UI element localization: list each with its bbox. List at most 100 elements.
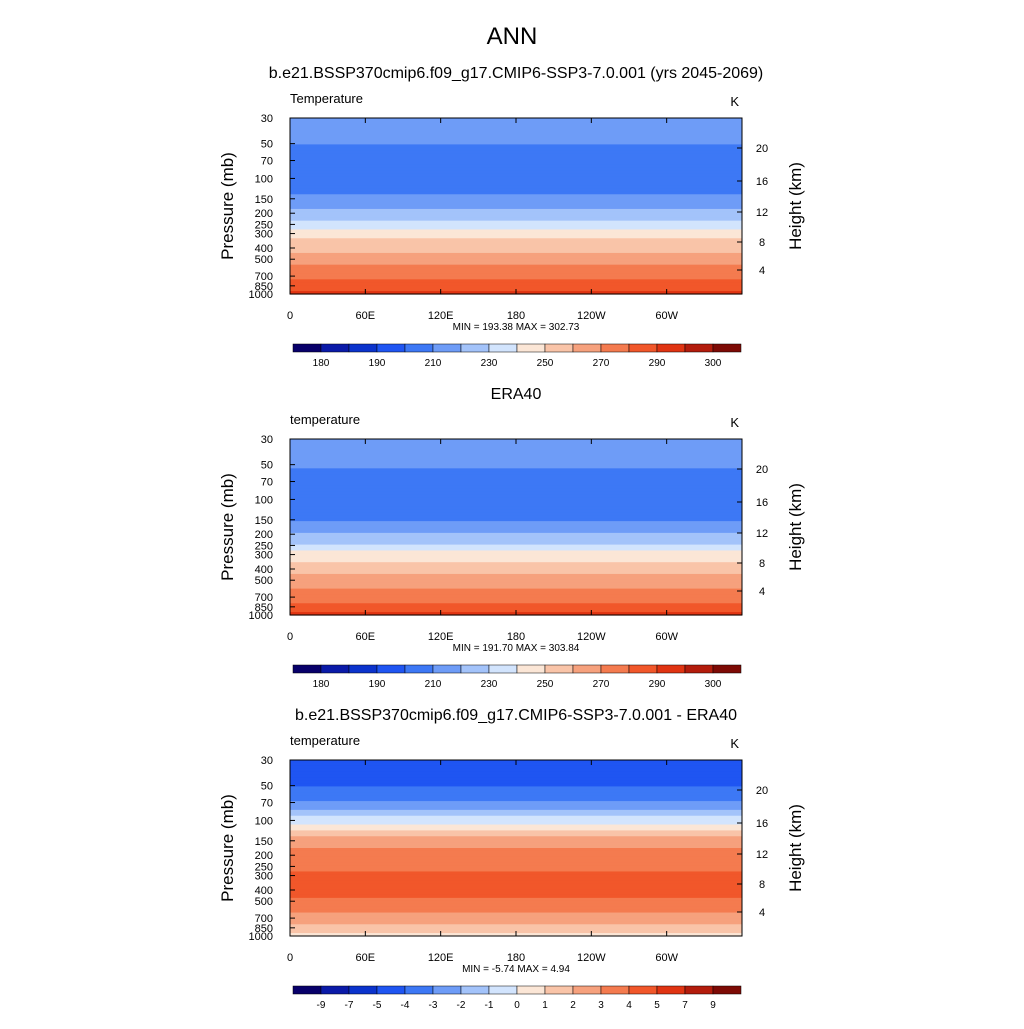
contour-band: [290, 774, 742, 779]
variable-label: temperature: [290, 412, 360, 427]
contour-band: [290, 232, 742, 236]
contour-band: [290, 247, 742, 251]
colorbar-swatch: [684, 664, 714, 674]
contour-band: [290, 591, 742, 596]
contour-band: [290, 241, 742, 245]
x-tick-label: 180: [507, 310, 525, 322]
contour-band: [290, 853, 742, 858]
contour-band: [290, 839, 742, 843]
height-tick-label: 4: [759, 586, 765, 598]
y-tick-label: 50: [261, 781, 273, 793]
height-tick-label: 12: [756, 207, 768, 219]
colorbar-label: 1: [542, 1000, 548, 1011]
colorbar-swatch: [516, 664, 546, 674]
y-tick-label: 850: [255, 602, 273, 614]
colorbar-label: -7: [345, 1000, 354, 1011]
x-tick-label: 60W: [655, 631, 678, 643]
contour-band: [290, 156, 742, 160]
height-tick-label: 20: [756, 143, 768, 155]
y-tick-label: 100: [255, 494, 273, 506]
colorbar-label: 3: [598, 1000, 604, 1011]
panel-difference: b.e21.BSSP370cmip6.f09_g17.CMIP6-SSP3-7.…: [218, 707, 805, 1011]
x-tick-label: 120E: [428, 631, 454, 643]
contour-band: [290, 568, 742, 572]
panel-model: b.e21.BSSP370cmip6.f09_g17.CMIP6-SSP3-7.…: [218, 65, 805, 369]
contour-band: [290, 582, 742, 587]
contour-band: [290, 824, 742, 829]
contour-band: [290, 200, 742, 204]
contour-band: [290, 815, 742, 820]
contour-band: [290, 524, 742, 528]
colorbar-swatch: [348, 985, 378, 995]
colorbar-swatch: [320, 664, 350, 674]
contour-band: [290, 768, 742, 773]
contour-band: [290, 792, 742, 796]
contour-band: [290, 845, 742, 849]
contour-band: [290, 780, 742, 785]
colorbar-label: 7: [682, 1000, 688, 1011]
colorbar-label: 9: [710, 1000, 716, 1011]
contour-band: [290, 556, 742, 560]
contour-band: [290, 865, 742, 870]
contour-band: [290, 532, 742, 537]
height-tick-label: 12: [756, 528, 768, 540]
contour-band: [290, 812, 742, 817]
contour-band: [290, 483, 742, 487]
colorbar-label: 0: [514, 1000, 520, 1011]
x-tick-label: 180: [507, 631, 525, 643]
contour-band: [290, 203, 742, 207]
contour-band: [290, 806, 742, 811]
y-tick-label: 70: [261, 477, 273, 489]
colorbar-swatch: [628, 985, 658, 995]
colorbar-swatch: [320, 343, 350, 353]
contour-band: [290, 544, 742, 549]
colorbar-swatch: [320, 985, 350, 995]
x-tick-label: 60E: [356, 631, 376, 643]
colorbar-swatch: [544, 664, 574, 674]
colorbar-swatch: [376, 664, 406, 674]
contour-band: [290, 261, 742, 266]
contour-band: [290, 538, 742, 543]
y-axis-right-label: Height (km): [786, 804, 805, 892]
contour-band: [290, 859, 742, 864]
y-tick-label: 700: [255, 592, 273, 604]
y-tick-label: 300: [255, 871, 273, 883]
contour-band: [290, 123, 742, 128]
contour-band: [290, 485, 742, 490]
contour-band: [290, 594, 742, 598]
contour-band: [290, 500, 742, 505]
y-axis-label: Pressure (mb): [218, 473, 237, 581]
colorbar-label: 290: [649, 358, 666, 369]
contour-band: [290, 447, 742, 452]
height-tick-label: 16: [756, 176, 768, 188]
y-tick-label: 400: [255, 243, 273, 255]
contour-band: [290, 889, 742, 893]
contour-band: [290, 927, 742, 931]
x-tick-label: 0: [287, 631, 293, 643]
contour-band: [290, 518, 742, 522]
colorbar-label: -5: [373, 1000, 382, 1011]
colorbar-swatch: [712, 664, 742, 674]
y-tick-label: 250: [255, 219, 273, 231]
contour-band: [290, 208, 742, 213]
contour-band: [290, 588, 742, 593]
y-tick-label: 100: [255, 815, 273, 827]
colorbar-swatch: [684, 343, 714, 353]
contour-band: [290, 459, 742, 464]
contour-band: [290, 126, 742, 131]
y-tick-label: 30: [261, 755, 273, 767]
colorbar-label: 190: [369, 679, 386, 690]
colorbar-label: 230: [481, 358, 498, 369]
contour-band: [290, 559, 742, 563]
colorbar-label: -3: [429, 1000, 438, 1011]
y-tick-label: 300: [255, 229, 273, 241]
y-tick-label: 150: [255, 515, 273, 527]
contour-band: [290, 252, 742, 257]
colorbar-label: 180: [313, 358, 330, 369]
contour-band: [290, 603, 742, 607]
colorbar-swatch: [628, 343, 658, 353]
contour-band: [290, 777, 742, 782]
x-tick-label: 60W: [655, 952, 678, 964]
contour-band: [290, 850, 742, 855]
x-tick-label: 60W: [655, 310, 678, 322]
